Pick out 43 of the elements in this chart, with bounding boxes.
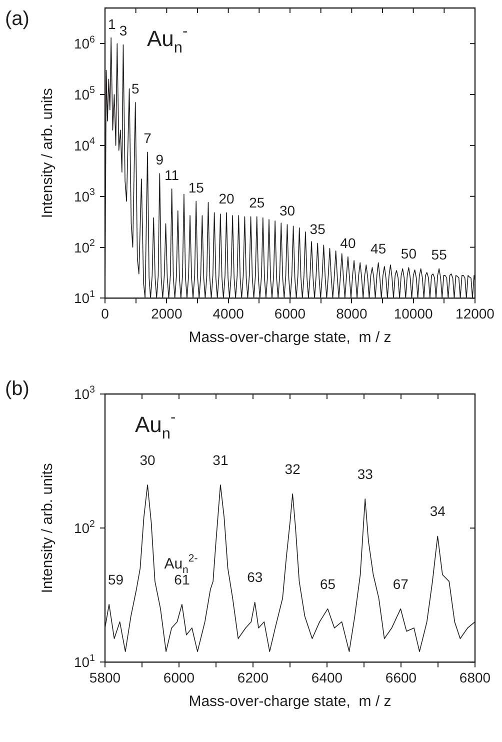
x-tick-label: 0	[101, 305, 110, 322]
annotation: 45	[370, 240, 386, 257]
y-axis-title: Intensity / arb. units	[39, 88, 56, 218]
annotation: 59	[108, 571, 124, 588]
y-axis-title: Intensity / arb. units	[39, 463, 56, 594]
annotation: 33	[357, 466, 374, 482]
x-tick-label: 10000	[394, 305, 434, 322]
annotation: 5	[131, 80, 140, 96]
annotation: 63	[247, 569, 263, 586]
chart-title: (a)	[5, 8, 30, 30]
annotation: 9	[156, 152, 164, 168]
annotation: 3	[119, 22, 128, 39]
annotation: 11	[164, 166, 180, 183]
x-axis-title: Mass-over-charge state, m / z	[188, 329, 392, 346]
annotation: 50	[400, 246, 417, 262]
x-tick-label: 6400	[311, 669, 343, 686]
x-tick-label: 5800	[89, 669, 121, 686]
annotation: 15	[188, 179, 204, 196]
chart-title: (b)	[5, 378, 30, 400]
x-tick-label: 6800	[459, 669, 491, 686]
annotation: 25	[249, 194, 265, 211]
x-tick-label: 12000	[456, 305, 495, 322]
annotation: 20	[218, 190, 234, 207]
annotation: 35	[310, 221, 326, 238]
x-tick-label: 6200	[237, 669, 269, 686]
x-tick-label: 6000	[163, 669, 195, 686]
annotation: 67	[392, 576, 409, 592]
annotation: 34	[430, 503, 446, 520]
annotation: 65	[320, 576, 336, 592]
annotation: 32	[284, 460, 301, 477]
x-tick-label: 2000	[151, 305, 182, 322]
annotation: 1	[108, 16, 116, 32]
annotation: 7	[144, 130, 152, 146]
annotation: 30	[279, 202, 296, 219]
annotation: 31	[212, 452, 228, 468]
annotation: 30	[140, 452, 156, 468]
x-tick-label: 6600	[385, 669, 417, 686]
annotation: 40	[340, 234, 356, 251]
x-tick-label: 8000	[336, 305, 368, 322]
x-tick-label: 4000	[212, 305, 244, 322]
x-axis-title: Mass-over-charge state, m / z	[188, 693, 392, 710]
x-tick-label: 6000	[274, 305, 306, 322]
annotation: 55	[431, 246, 448, 263]
